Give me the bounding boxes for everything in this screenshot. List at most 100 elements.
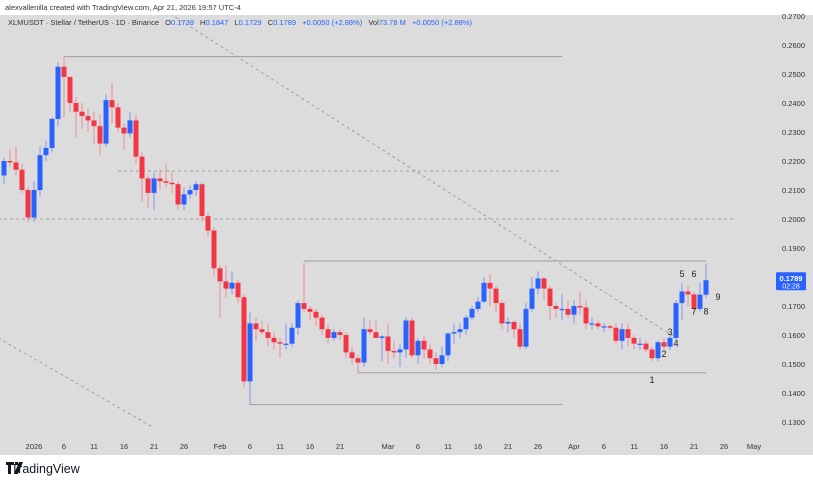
tradingview-brand: TradingView bbox=[11, 462, 80, 476]
wave-count-label[interactable]: 7 bbox=[691, 307, 696, 317]
candle bbox=[595, 320, 601, 330]
time-axis-label: 26 bbox=[720, 442, 728, 451]
candle bbox=[529, 277, 535, 312]
candle bbox=[565, 300, 571, 318]
candle bbox=[25, 187, 31, 222]
candle bbox=[541, 277, 547, 301]
candle bbox=[109, 82, 115, 124]
candle bbox=[445, 332, 451, 362]
candle bbox=[421, 335, 427, 359]
candle bbox=[697, 282, 703, 312]
candle bbox=[391, 340, 397, 359]
candle bbox=[175, 181, 181, 211]
candle bbox=[253, 317, 259, 341]
price-axis-label: 0.2400 bbox=[782, 99, 805, 108]
candle bbox=[703, 263, 709, 298]
trend-line[interactable] bbox=[0, 338, 155, 429]
candle bbox=[661, 337, 667, 350]
time-axis-label: 21 bbox=[336, 442, 344, 451]
chart-area[interactable] bbox=[0, 15, 813, 455]
candle bbox=[607, 324, 613, 330]
wave-count-label[interactable]: 5 bbox=[679, 269, 684, 279]
time-axis-label: 6 bbox=[248, 442, 252, 451]
candle bbox=[91, 111, 97, 144]
price-axis-label: 0.1600 bbox=[782, 331, 805, 340]
candle bbox=[1, 158, 7, 185]
time-axis-label: May bbox=[747, 442, 761, 451]
candle bbox=[499, 300, 505, 330]
candle bbox=[673, 300, 679, 341]
time-axis-label: 11 bbox=[630, 442, 638, 451]
time-axis-label: 6 bbox=[416, 442, 420, 451]
tradingview-logo[interactable]: TradingView bbox=[6, 462, 80, 476]
wave-count-label[interactable]: 9 bbox=[715, 292, 720, 302]
time-axis-label: 6 bbox=[602, 442, 606, 451]
candle bbox=[589, 317, 595, 330]
time-axis-label: 26 bbox=[534, 442, 542, 451]
candle bbox=[163, 163, 169, 188]
change-value: +0.0050 (+2.88%) bbox=[302, 18, 363, 27]
candle bbox=[601, 323, 607, 333]
time-axis-label: 2026 bbox=[26, 442, 43, 451]
time-axis-label: 21 bbox=[690, 442, 698, 451]
time-axis-label: 21 bbox=[150, 442, 158, 451]
candle bbox=[85, 108, 91, 132]
symbol-label[interactable]: XLMUSDT · Stellar / TetherUS · 1D · Bina… bbox=[8, 18, 160, 27]
time-axis-label: 11 bbox=[444, 442, 452, 451]
chart-credit: alexvallenilla created with TradingView.… bbox=[5, 3, 241, 12]
candle bbox=[457, 323, 463, 338]
candle bbox=[331, 329, 337, 341]
candle bbox=[427, 343, 433, 364]
candle bbox=[571, 300, 577, 324]
candle bbox=[667, 335, 673, 350]
candle bbox=[643, 340, 649, 353]
wave-count-label[interactable]: 4 bbox=[673, 339, 678, 349]
candle bbox=[247, 311, 253, 405]
time-axis-label: 26 bbox=[180, 442, 188, 451]
trend-line[interactable] bbox=[160, 7, 677, 339]
time-axis-label: 6 bbox=[62, 442, 66, 451]
candle bbox=[205, 213, 211, 237]
candle bbox=[619, 323, 625, 350]
candle bbox=[631, 335, 637, 350]
candle bbox=[493, 285, 499, 312]
wave-count-label[interactable]: 2 bbox=[661, 349, 666, 359]
candle bbox=[127, 111, 133, 138]
candle bbox=[373, 320, 379, 338]
price-axis-label: 0.1700 bbox=[782, 302, 805, 311]
candle bbox=[337, 329, 343, 341]
wave-count-label[interactable]: 8 bbox=[703, 307, 708, 317]
candle bbox=[307, 306, 313, 321]
candle bbox=[625, 323, 631, 347]
wave-count-label[interactable]: 3 bbox=[667, 327, 672, 337]
time-axis-label: 16 bbox=[306, 442, 314, 451]
candle bbox=[343, 332, 349, 359]
candle bbox=[49, 117, 55, 153]
candle bbox=[217, 265, 223, 318]
time-axis-label: 11 bbox=[90, 442, 98, 451]
candle bbox=[487, 274, 493, 306]
candle bbox=[139, 152, 145, 202]
price-axis-label: 0.2700 bbox=[782, 12, 805, 21]
candle bbox=[577, 291, 583, 315]
candle bbox=[295, 300, 301, 335]
candle bbox=[637, 337, 643, 350]
time-axis-label: Apr bbox=[568, 442, 580, 451]
wave-count-label[interactable]: 6 bbox=[691, 269, 696, 279]
candle bbox=[361, 317, 367, 367]
ohlc-legend: XLMUSDT · Stellar / TetherUS · 1D · Bina… bbox=[8, 18, 472, 27]
candle bbox=[547, 285, 553, 321]
wave-count-label[interactable]: 1 bbox=[649, 375, 654, 385]
candle bbox=[475, 297, 481, 312]
price-axis-label: 0.1300 bbox=[782, 418, 805, 427]
candle bbox=[73, 97, 79, 138]
price-axis-label: 0.2100 bbox=[782, 186, 805, 195]
price-axis-label: 0.2000 bbox=[782, 215, 805, 224]
candle bbox=[289, 323, 295, 347]
candle bbox=[511, 320, 517, 338]
candle bbox=[187, 185, 193, 199]
candle bbox=[481, 277, 487, 304]
